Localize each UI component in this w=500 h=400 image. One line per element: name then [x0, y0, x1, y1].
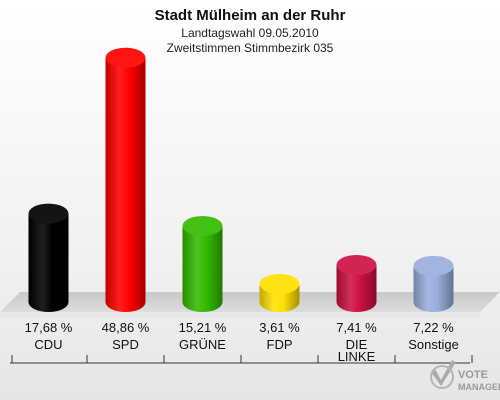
- bar-top-die-linke: [336, 254, 377, 275]
- category-label-fdp: FDP: [267, 337, 293, 352]
- bar-body-spd: [105, 57, 146, 313]
- value-label-fdp: 3,61 %: [259, 320, 300, 335]
- bar-spd: [105, 47, 146, 313]
- chart-title: Stadt Mülheim an der Ruhr: [155, 7, 346, 24]
- category-label-sonstige: Sonstige: [408, 337, 459, 352]
- bar-top-cdu: [28, 203, 69, 224]
- bar-die-linke: [336, 254, 377, 312]
- logo-text-manager: MANAGER: [458, 382, 500, 392]
- bar-body-sonstige: [413, 265, 454, 312]
- value-label-die-linke: 7,41 %: [336, 320, 377, 335]
- value-label-gr-ne: 15,21 %: [179, 320, 227, 335]
- chart-subtitle-district: Zweitstimmen Stimmbezirk 035: [167, 41, 334, 55]
- bar-top-sonstige: [413, 255, 454, 276]
- vote-check-icon: [430, 360, 456, 389]
- value-label-cdu: 17,68 %: [25, 320, 73, 335]
- category-label-gr-ne: GRÜNE: [179, 337, 226, 352]
- logo-text-vote: VOTE: [458, 369, 488, 381]
- chart-subtitle-date: Landtagswahl 09.05.2010: [181, 26, 319, 40]
- bar-top-fdp: [259, 273, 300, 294]
- vote-manager-logo: VOTE MANAGER: [430, 360, 500, 392]
- category-label-cdu: CDU: [34, 337, 62, 352]
- bar-top-spd: [105, 47, 146, 68]
- chart-floor-edge: [0, 312, 480, 318]
- value-labels-group: 17,68 % 48,86 % 15,21 % 3,61 % 7,41 % 7,22 %: [25, 320, 455, 335]
- bar-top-gr-ne: [182, 215, 223, 236]
- bars-group: [28, 47, 454, 313]
- category-labels-group: CDU SPD GRÜNE FDP DIE LINKE Sonstige: [34, 337, 458, 364]
- category-label-spd: SPD: [112, 337, 139, 352]
- bar-body-cdu: [28, 213, 69, 312]
- category-label-die-linke: DIE LINKE: [338, 337, 376, 364]
- bar-body-die-linke: [336, 264, 377, 312]
- bar-gr-ne: [182, 215, 223, 312]
- value-label-spd: 48,86 %: [102, 320, 150, 335]
- category-separators: [11, 355, 473, 363]
- bar-body-gr-ne: [182, 225, 223, 312]
- bar-cdu: [28, 203, 69, 312]
- bar-fdp: [259, 273, 300, 312]
- value-label-sonstige: 7,22 %: [413, 320, 454, 335]
- bar-sonstige: [413, 255, 454, 312]
